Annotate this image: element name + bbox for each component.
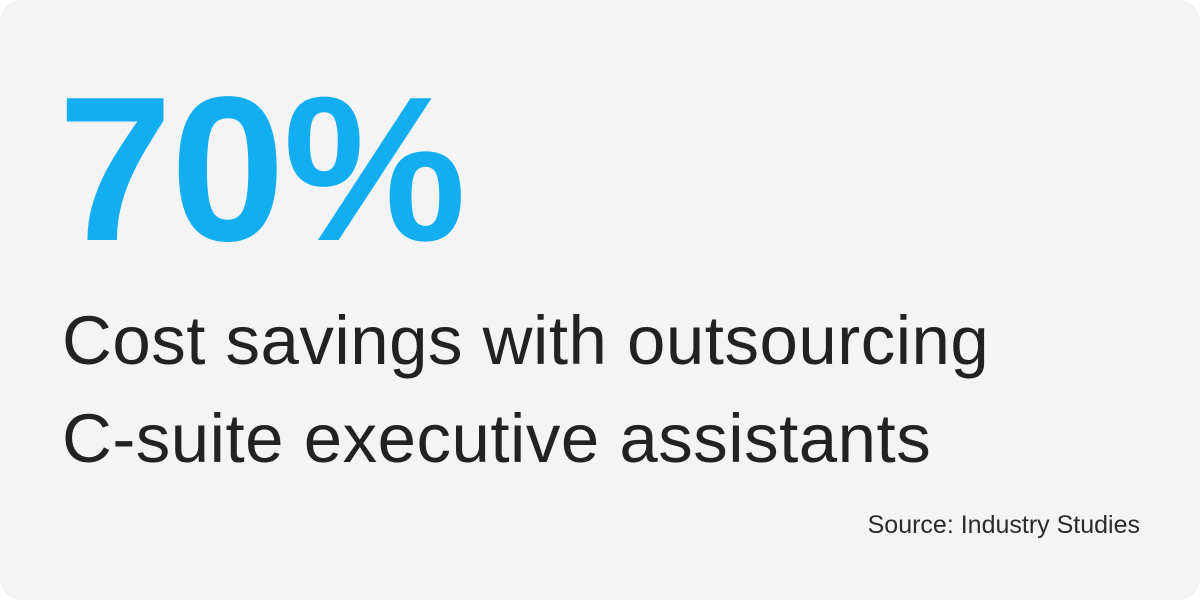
stat-description: Cost savings with outsourcing C-suite ex… [62,292,989,488]
stat-value: 70% [58,54,466,284]
source-note: Source: Industry Studies [867,511,1140,539]
stat-description-line-2: C-suite executive assistants [62,400,932,477]
stat-description-line-1: Cost savings with outsourcing [62,302,990,379]
